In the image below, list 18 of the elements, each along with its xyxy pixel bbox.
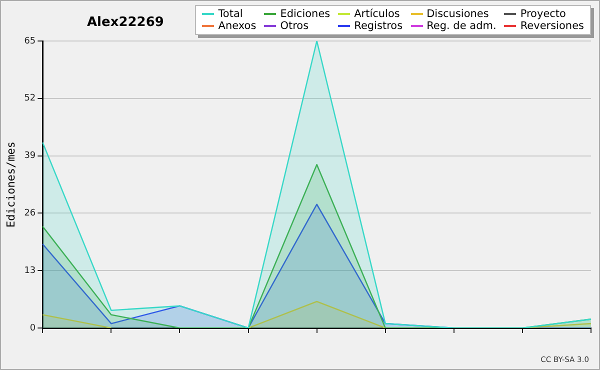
legend-label: Registros [353, 20, 403, 32]
legend-label: Artículos [353, 8, 401, 20]
legend-label: Total [217, 8, 244, 20]
y-axis-title: Ediciones/mes [4, 141, 18, 228]
chart-title: Alex22269 [87, 15, 164, 30]
y-tick-label: 26 [24, 208, 36, 219]
y-tick-label: 39 [24, 151, 36, 162]
y-tick-label: 13 [24, 266, 36, 276]
legend-label: Discusiones [426, 8, 490, 20]
y-tick-label: 65 [24, 36, 36, 46]
legend-label: Reg. de adm. [426, 20, 496, 32]
legend-label: Proyecto [519, 8, 567, 20]
legend-label: Reversiones [519, 20, 584, 32]
y-tick-label: 52 [24, 94, 36, 104]
legend-label: Ediciones [279, 8, 330, 20]
legend-label: Otros [279, 20, 310, 32]
legend-label: Anexos [217, 20, 256, 32]
y-tick-label: 0 [30, 323, 36, 334]
